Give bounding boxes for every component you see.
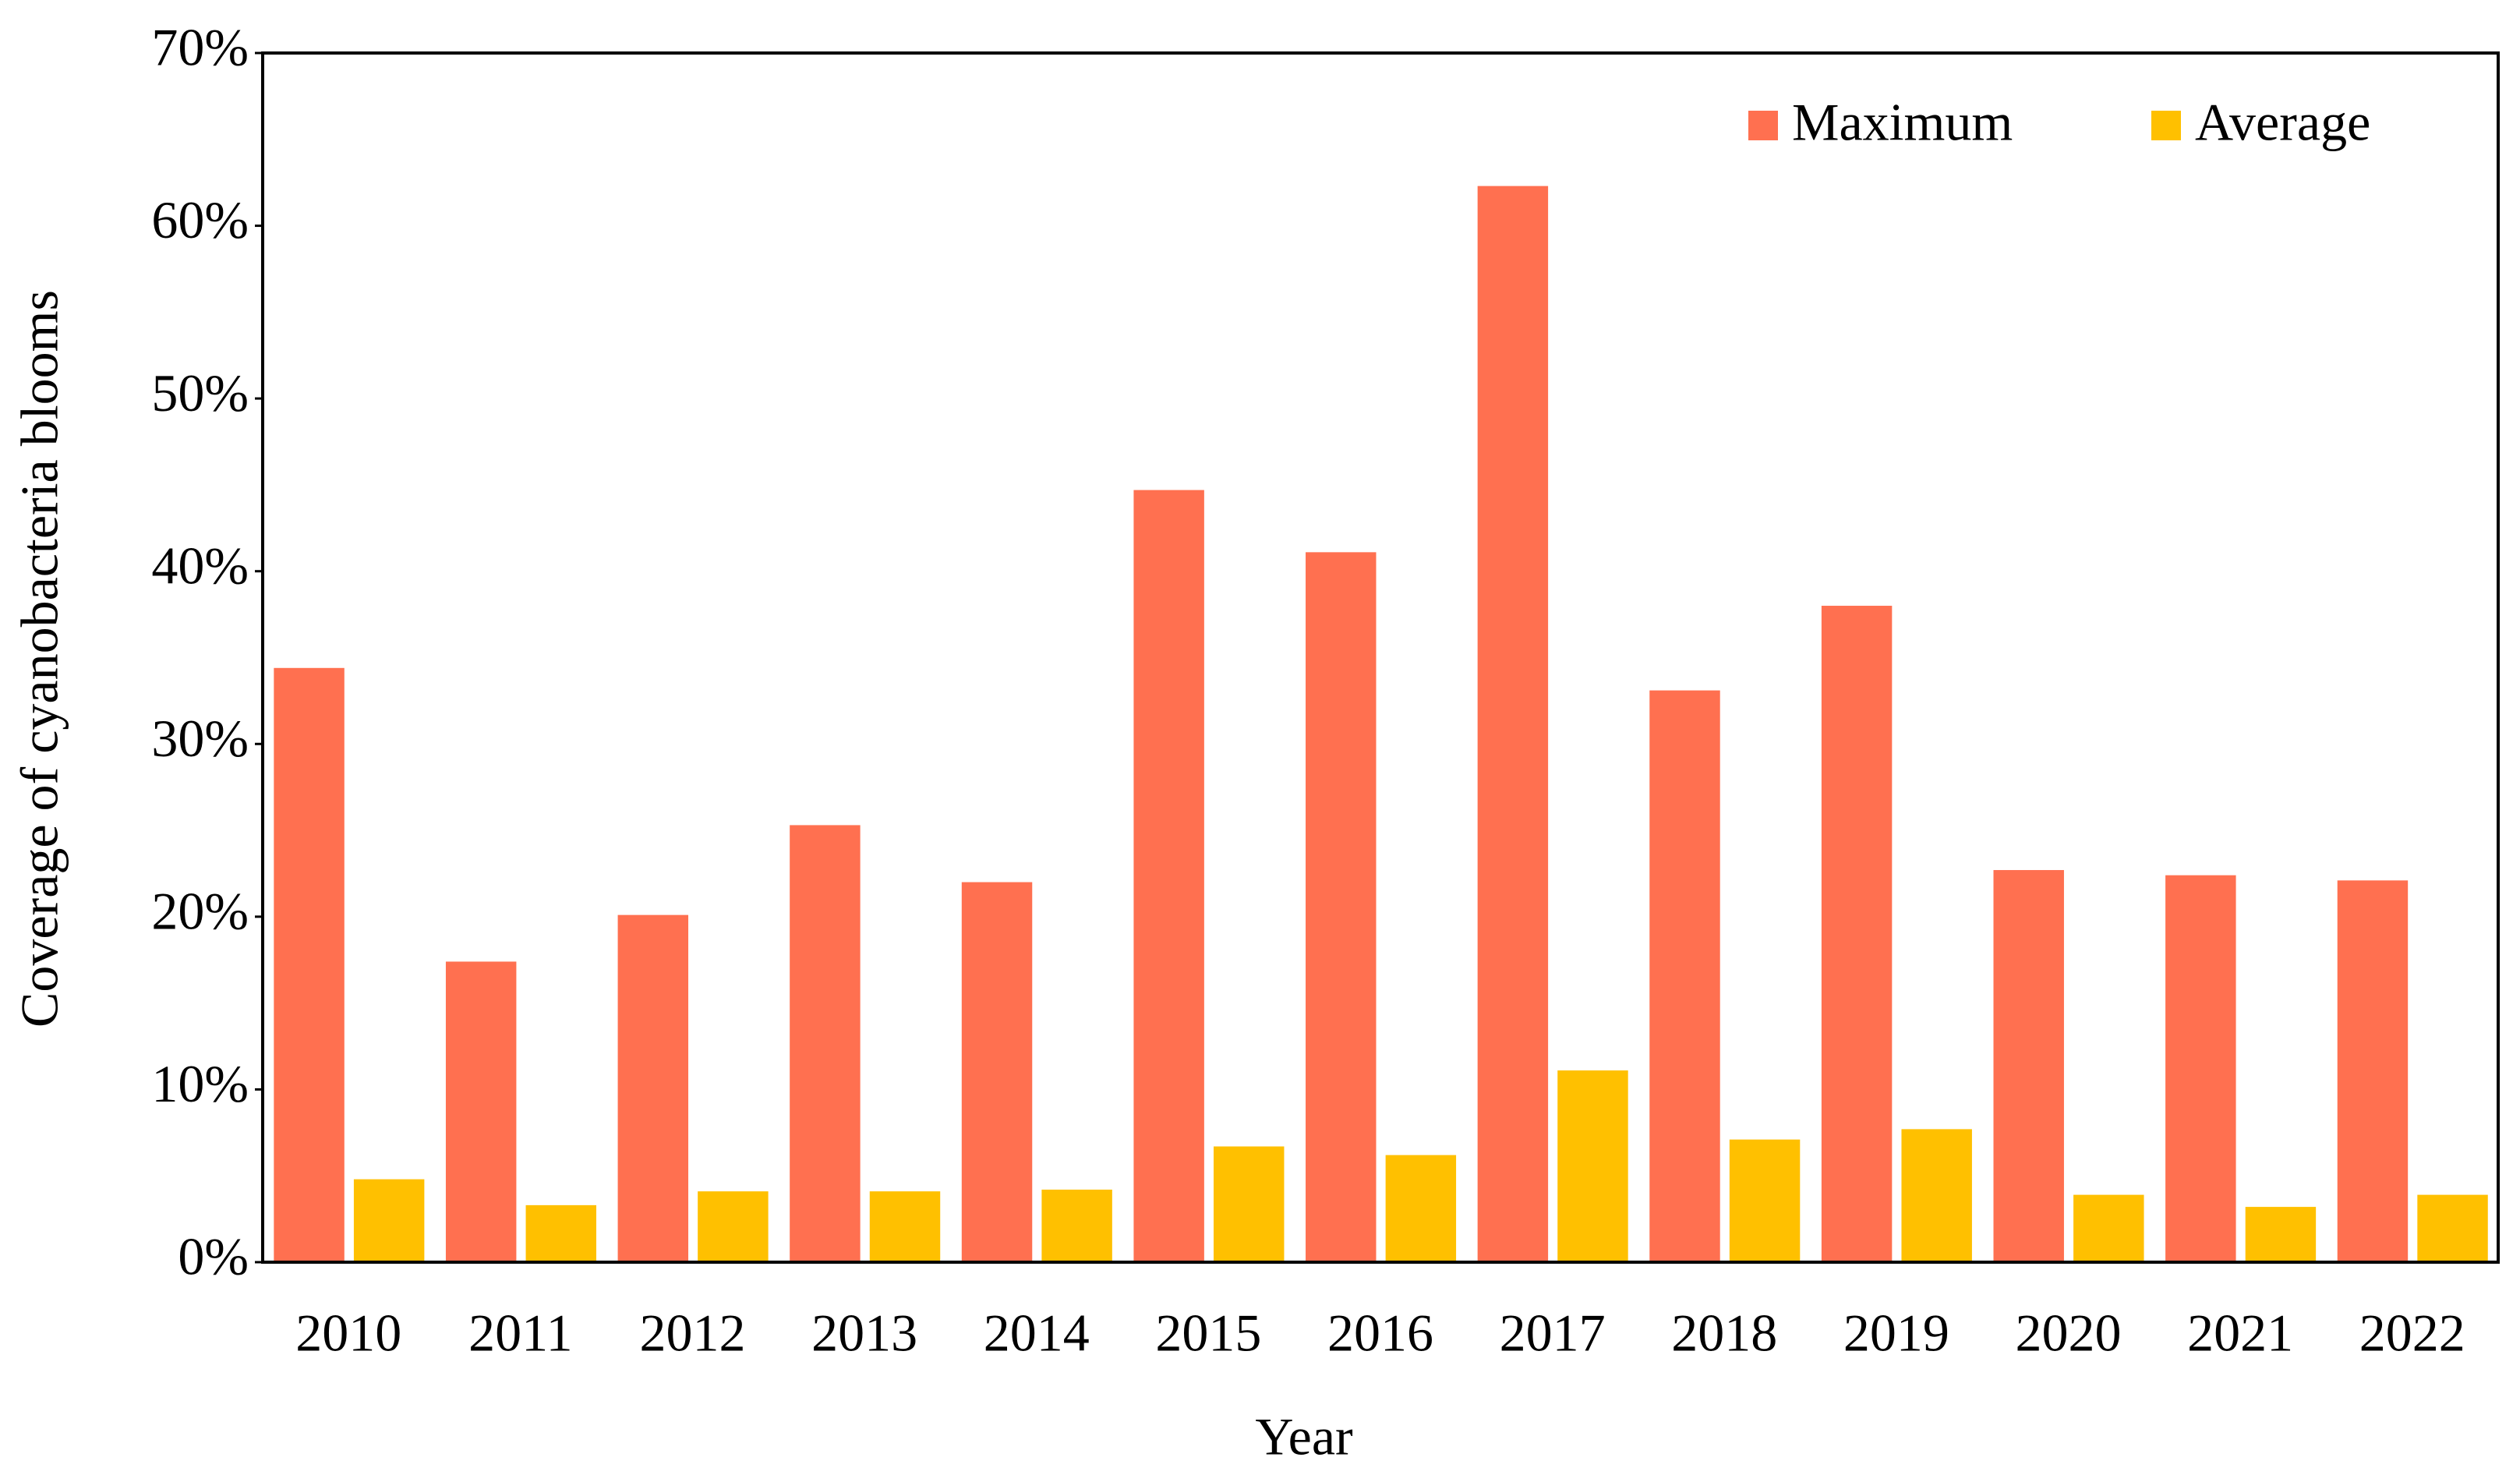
bar <box>1557 1070 1628 1262</box>
bar <box>445 961 517 1262</box>
bar <box>353 1179 425 1262</box>
bar <box>790 825 861 1262</box>
y-tick-label: 20% <box>151 881 249 940</box>
x-axis-label: Year <box>1255 1407 1353 1466</box>
x-tick-label: 2013 <box>811 1303 917 1363</box>
x-tick-label: 2022 <box>2359 1303 2465 1363</box>
y-tick-label: 50% <box>151 363 249 423</box>
bar <box>617 914 689 1262</box>
bar <box>869 1191 941 1262</box>
bar <box>1649 690 1720 1262</box>
x-tick-label: 2010 <box>295 1303 401 1363</box>
x-tick-label: 2016 <box>1327 1303 1433 1363</box>
bar <box>525 1204 596 1262</box>
y-axis-label: Coverage of cyanobacteria blooms <box>10 290 69 1028</box>
y-tick-label: 40% <box>151 536 249 595</box>
bar <box>2337 880 2409 1262</box>
x-tick-label: 2018 <box>1671 1303 1777 1363</box>
bar <box>2073 1194 2144 1262</box>
bar <box>1214 1146 1285 1262</box>
legend-label: Maximum <box>1792 93 2013 152</box>
bar <box>2165 875 2236 1262</box>
bar <box>1477 186 1549 1263</box>
x-tick-label: 2012 <box>640 1303 746 1363</box>
x-tick-label: 2021 <box>2187 1303 2293 1363</box>
bar <box>1041 1189 1112 1262</box>
legend-label: Average <box>2195 93 2370 152</box>
bar <box>1821 606 1893 1262</box>
x-tick-label: 2019 <box>1843 1303 1949 1363</box>
y-tick-label: 60% <box>151 190 249 249</box>
plot-frame <box>261 51 2500 1264</box>
bar <box>1385 1155 1457 1262</box>
bar <box>1993 870 2064 1262</box>
y-tick-label: 10% <box>151 1054 249 1113</box>
x-tick-label: 2011 <box>468 1303 572 1363</box>
legend-swatch <box>2151 111 2181 140</box>
y-tick-label: 30% <box>151 709 249 768</box>
x-tick-label: 2020 <box>2015 1303 2121 1363</box>
y-tick-label: 70% <box>151 18 249 77</box>
bar <box>1306 552 1377 1262</box>
bar <box>1729 1139 1801 1262</box>
bar <box>274 667 345 1262</box>
bar <box>2245 1207 2317 1262</box>
bar <box>2417 1194 2488 1262</box>
legend-swatch <box>1748 111 1778 140</box>
x-tick-label: 2014 <box>984 1303 1090 1363</box>
bar <box>698 1191 769 1262</box>
bar <box>1901 1129 1972 1262</box>
x-tick-label: 2015 <box>1155 1303 1261 1363</box>
y-tick-label: 0% <box>178 1227 249 1286</box>
bar <box>1133 490 1204 1262</box>
x-tick-label: 2017 <box>1500 1303 1606 1363</box>
bar <box>961 882 1033 1262</box>
